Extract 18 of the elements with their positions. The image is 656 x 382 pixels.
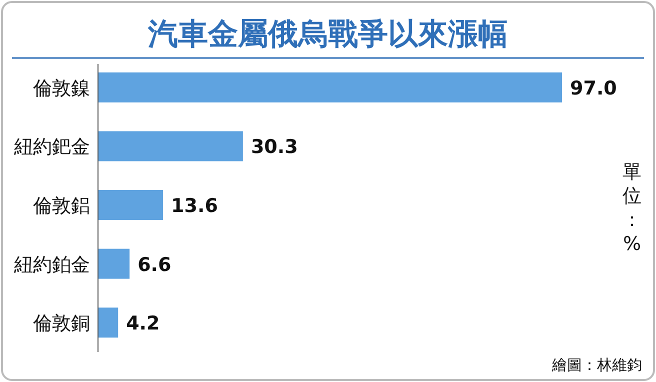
- data-label: 97.0: [570, 77, 617, 100]
- y-tick-label: 倫敦銅: [32, 312, 90, 335]
- data-label: 4.2: [126, 312, 160, 335]
- data-label: 30.3: [250, 136, 298, 158]
- y-tick-label: 紐約鉑金: [13, 254, 90, 276]
- bar: [98, 131, 243, 162]
- bar: [98, 190, 164, 220]
- bar: [98, 308, 118, 338]
- y-tick-label: 紐約鈀金: [13, 136, 90, 158]
- chart-title: 汽車金屬俄烏戰爭以來漲幅: [147, 17, 508, 52]
- y-tick-label: 倫敦鋁: [32, 195, 90, 217]
- data-label: 6.6: [138, 254, 172, 276]
- text: 單位：%: [622, 161, 642, 255]
- bar: [98, 72, 562, 102]
- y-tick-label: 倫敦鎳: [32, 77, 90, 100]
- data-label: 13.6: [171, 195, 218, 217]
- text: 繪圖：林維鈞: [551, 356, 642, 374]
- bar: [98, 248, 130, 279]
